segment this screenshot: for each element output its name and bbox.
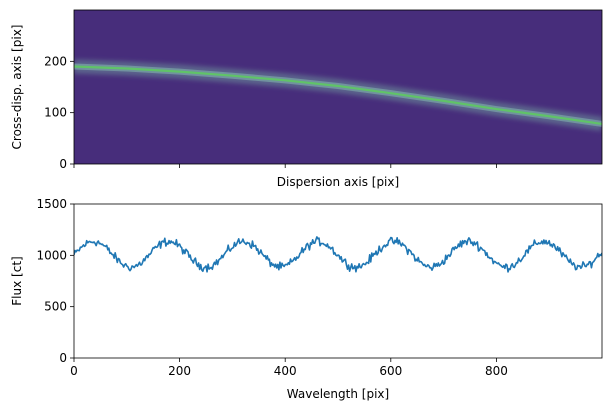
image-content [74, 59, 602, 131]
bottom-x-tick-label: 800 [485, 364, 508, 378]
bottom-y-axis-label: Flux [ct] [10, 256, 24, 305]
bottom-y-tick-label: 1500 [36, 197, 67, 211]
bottom-y-tick-label: 0 [59, 351, 67, 365]
top-x-ticks [73, 164, 497, 168]
bottom-y-tick-label: 1000 [36, 248, 67, 262]
top-x-axis-label: Dispersion axis [pix] [277, 175, 399, 189]
plot-background [74, 204, 602, 358]
top-y-tick-label: 0 [59, 157, 67, 171]
bottom-x-axis-label: Wavelength [pix] [287, 387, 389, 401]
plot-frame [73, 203, 603, 359]
top-y-ticks: 0 100 200 [44, 54, 74, 171]
bottom-x-tick-label: 400 [274, 364, 297, 378]
flux-plot-panel: 0 200 400 600 800 0 500 1000 1500 Wavelength [p… [10, 197, 603, 401]
bottom-y-ticks: 0 500 1000 1500 [36, 197, 74, 365]
trace-core [74, 65, 602, 126]
bottom-x-tick-label: 0 [70, 364, 78, 378]
flux-series-line [74, 236, 602, 273]
image-frame [73, 9, 603, 165]
top-y-axis-label: Cross-disp. axis [pix] [10, 25, 24, 150]
bottom-y-tick-label: 500 [44, 300, 67, 314]
bottom-x-ticks: 0 200 400 600 800 [70, 358, 508, 378]
bottom-x-tick-label: 600 [379, 364, 402, 378]
top-y-tick-label: 100 [44, 106, 67, 120]
spectrum-image-panel: 0 100 200 Dispersion axis [pix] Cross-disp… [10, 9, 603, 189]
bottom-x-tick-label: 200 [168, 364, 191, 378]
top-y-tick-label: 200 [44, 54, 67, 68]
